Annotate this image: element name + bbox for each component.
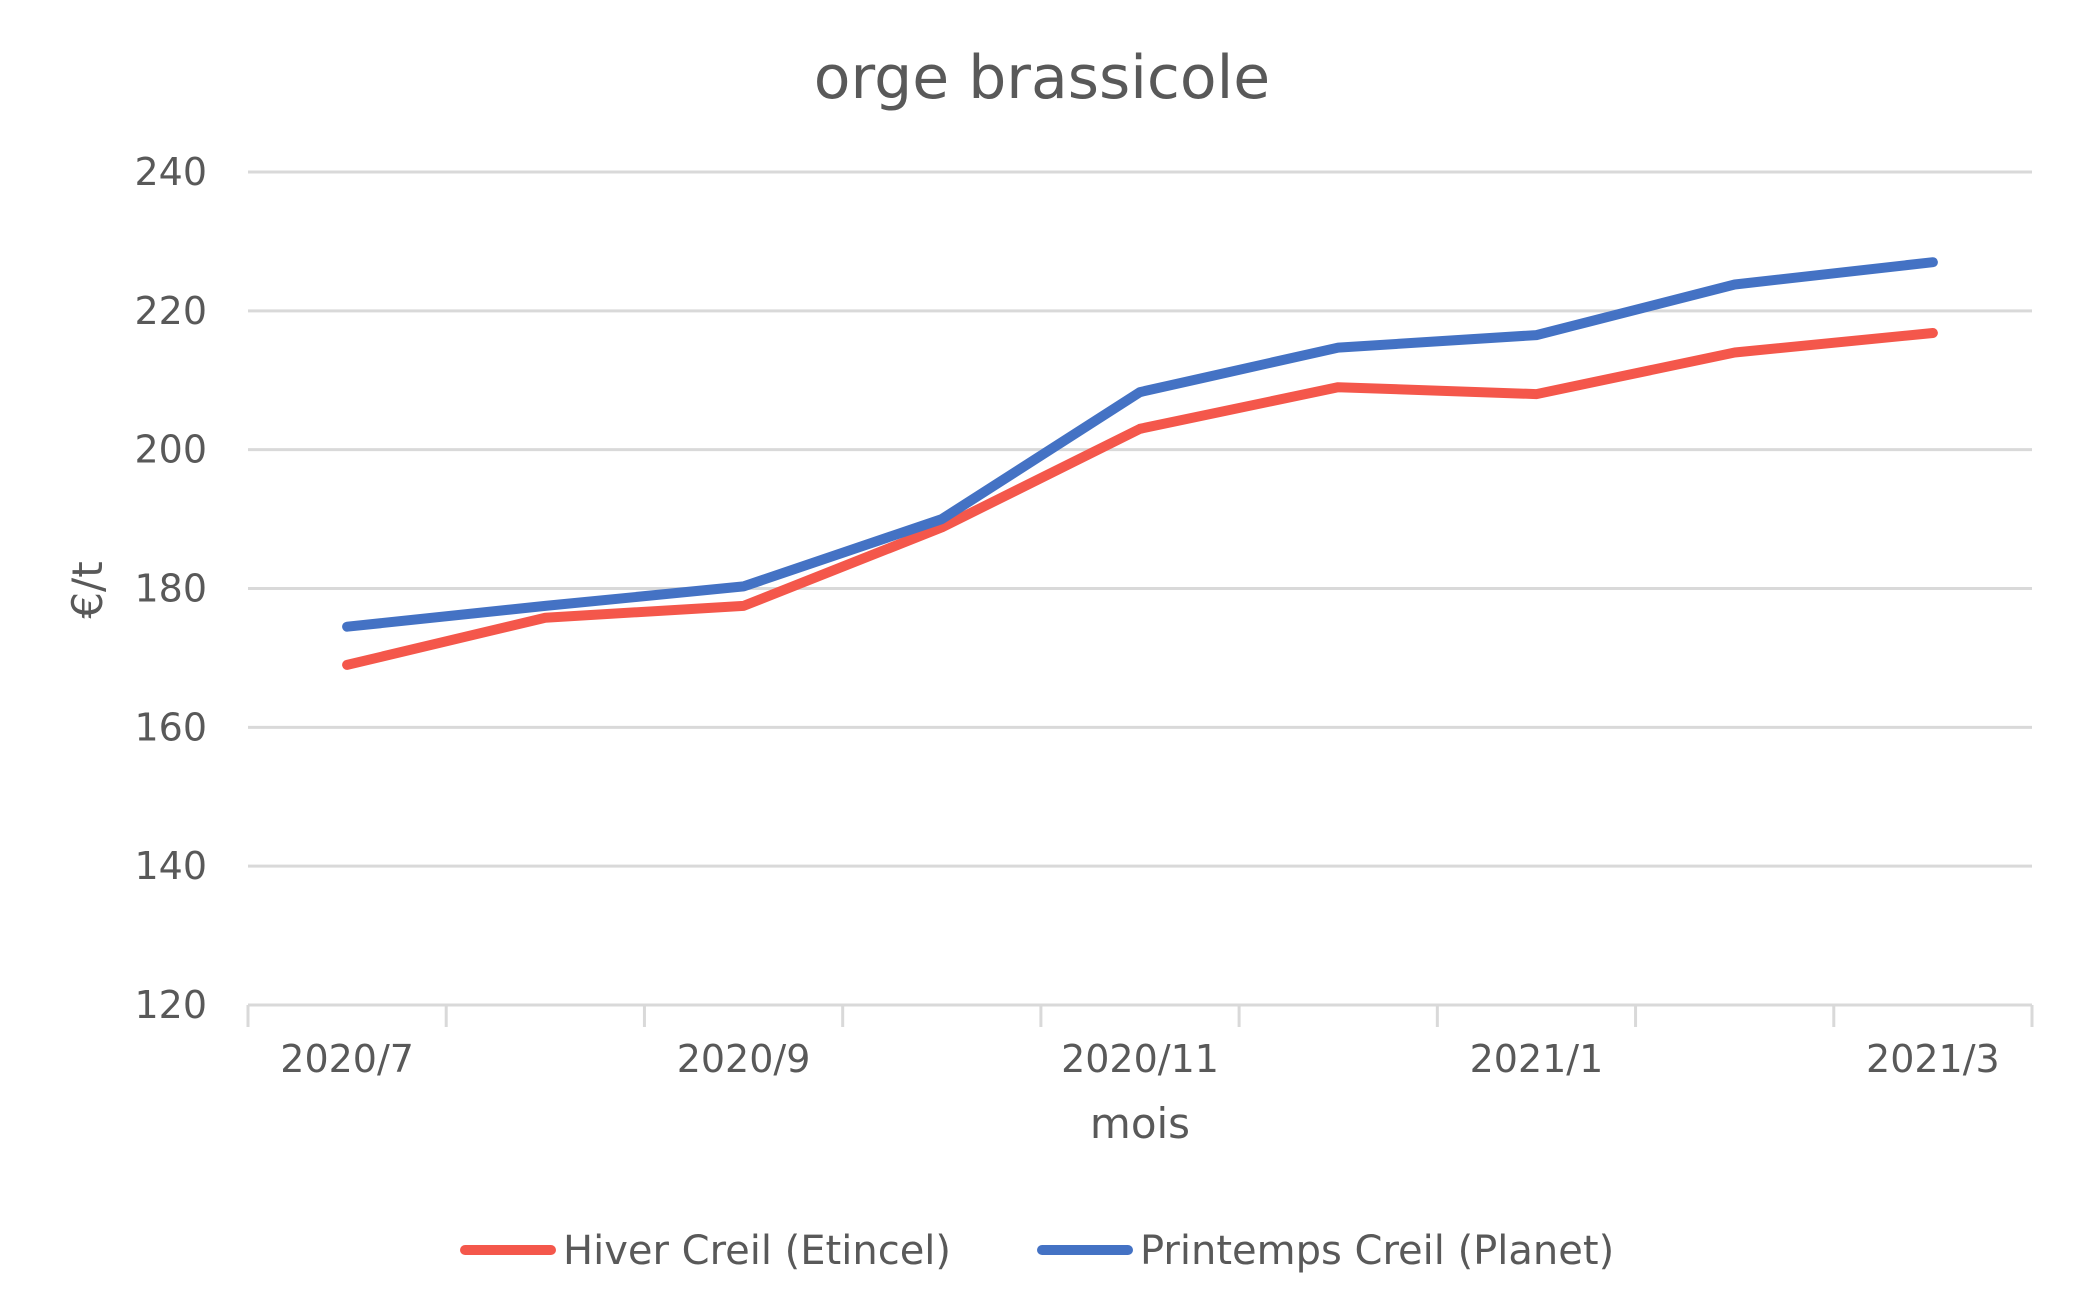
x-axis: 2020/7 2020/9 2020/11 2021/1 2021/3 [246, 1003, 2034, 1081]
legend-label-1: Hiver Creil (Etincel) [563, 1228, 951, 1274]
y-tick-label: 160 [134, 705, 207, 749]
y-tick-label: 180 [134, 567, 207, 611]
series-group [342, 257, 1938, 670]
series-line-1 [342, 328, 1938, 670]
x-axis-label: mois [1090, 1099, 1190, 1148]
legend: Hiver Creil (Etincel) Printemps Creil (Pl… [460, 1228, 1614, 1274]
gridlines [248, 170, 2032, 868]
y-tick-label: 120 [134, 983, 207, 1027]
y-tick-label: 220 [134, 289, 207, 333]
x-tick-label: 2020/11 [1061, 1037, 1219, 1081]
legend-label-2: Printemps Creil (Planet) [1140, 1228, 1614, 1274]
x-tick-label: 2021/1 [1470, 1037, 1604, 1081]
y-tick-label: 200 [134, 428, 207, 472]
x-tick-label: 2020/9 [677, 1037, 811, 1081]
chart-title: orge brassicole [814, 43, 1270, 113]
x-tick-label: 2020/7 [280, 1037, 414, 1081]
x-tick-label: 2021/3 [1866, 1037, 2000, 1081]
y-tick-label: 140 [134, 844, 207, 888]
y-axis-label: €/t [63, 561, 112, 618]
series-line-2 [342, 257, 1938, 632]
y-tick-label: 240 [134, 150, 207, 194]
y-axis-ticks: 120 140 160 180 200 220 240 [134, 150, 207, 1027]
